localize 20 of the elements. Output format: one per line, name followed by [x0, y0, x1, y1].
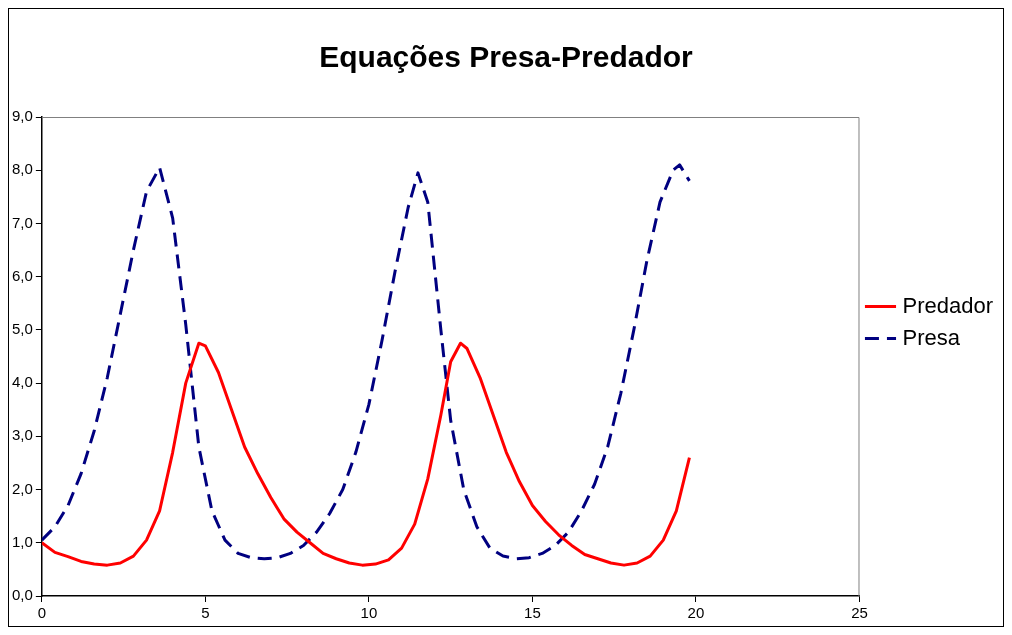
line-series [41, 163, 691, 561]
legend-label: Presa [902, 324, 961, 350]
y-tick-label: 4,0 [11, 373, 33, 391]
x-tick-label: 25 [851, 604, 868, 622]
y-tick-label: 0,0 [11, 586, 33, 604]
legend-label: Predador [902, 292, 994, 318]
y-tick-label: 8,0 [11, 160, 33, 178]
y-tick-label: 2,0 [11, 479, 33, 497]
y-tick-label: 9,0 [11, 107, 33, 125]
y-tick-label: 1,0 [11, 532, 33, 550]
x-tick-label: 10 [360, 604, 378, 622]
x-tick-label: 20 [687, 604, 705, 622]
chart-title: Equações Presa-Predador [319, 40, 694, 74]
y-tick-label: 6,0 [11, 266, 33, 284]
x-tick-label: 15 [524, 604, 541, 622]
x-tick-label: 5 [201, 604, 210, 622]
x-tick-label: 0 [37, 604, 47, 622]
y-tick-label: 7,0 [11, 213, 33, 231]
y-tick-label: 5,0 [11, 320, 33, 338]
y-tick-label: 3,0 [11, 426, 33, 444]
